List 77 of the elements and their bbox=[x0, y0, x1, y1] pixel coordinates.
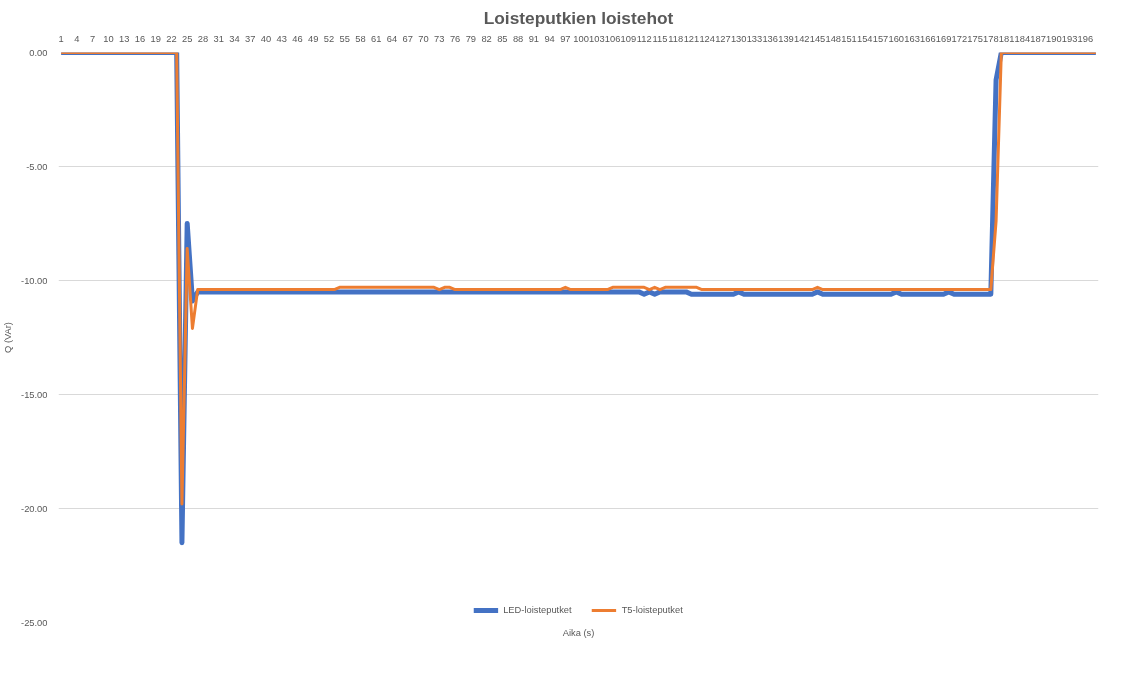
x-tick-label: 148 bbox=[825, 33, 842, 44]
x-tick-label: 22 bbox=[166, 33, 177, 44]
x-tick-label: 160 bbox=[888, 33, 905, 44]
y-tick-label: -25.00 bbox=[21, 617, 48, 628]
x-tick-label: 94 bbox=[544, 33, 555, 44]
x-tick-label: 127 bbox=[715, 33, 731, 44]
x-tick-label: 196 bbox=[1077, 33, 1094, 44]
x-tick-label: 58 bbox=[355, 33, 366, 44]
x-tick-label: 130 bbox=[730, 33, 747, 44]
x-tick-label: 49 bbox=[308, 33, 319, 44]
x-tick-label: 163 bbox=[904, 33, 920, 44]
x-tick-label: 121 bbox=[683, 33, 700, 44]
x-tick-label: 142 bbox=[793, 33, 810, 44]
x-tick-label: 136 bbox=[762, 33, 779, 44]
x-tick-label: 4 bbox=[74, 33, 80, 44]
y-tick-label: -15.00 bbox=[21, 389, 48, 400]
y-tick-label: -5.00 bbox=[26, 161, 48, 172]
x-axis-title: Aika (s) bbox=[562, 627, 595, 638]
x-tick-label: 157 bbox=[872, 33, 889, 44]
x-tick-label: 154 bbox=[856, 33, 873, 44]
x-tick-label: 145 bbox=[809, 33, 826, 44]
x-tick-label: 190 bbox=[1046, 33, 1062, 44]
x-tick-label: 139 bbox=[778, 33, 794, 44]
x-tick-label: 13 bbox=[118, 33, 130, 44]
legend-label: LED-loisteputket bbox=[503, 605, 572, 615]
x-tick-label: 1 bbox=[58, 33, 64, 44]
x-tick-label: 31 bbox=[213, 33, 224, 44]
x-tick-label: 76 bbox=[449, 33, 461, 44]
x-tick-label: 55 bbox=[339, 33, 350, 44]
y-tick-label: 0.00 bbox=[29, 47, 48, 58]
x-tick-label: 19 bbox=[150, 33, 161, 44]
y-tick-label: -20.00 bbox=[21, 503, 48, 514]
legend-label: T5-loisteputket bbox=[621, 605, 683, 615]
y-axis-title: Q (VAr) bbox=[3, 322, 14, 353]
x-tick-label: 109 bbox=[620, 33, 637, 44]
x-tick-label: 34 bbox=[229, 33, 240, 44]
x-tick-label: 97 bbox=[560, 33, 571, 44]
x-tick-label: 73 bbox=[434, 33, 445, 44]
x-tick-label: 151 bbox=[841, 33, 857, 44]
x-tick-label: 61 bbox=[371, 33, 382, 44]
x-tick-label: 181 bbox=[998, 33, 1015, 44]
x-tick-label: 25 bbox=[182, 33, 193, 44]
x-tick-label: 133 bbox=[746, 33, 763, 44]
x-tick-label: 85 bbox=[497, 33, 508, 44]
chart-title: Loisteputkien loistehot bbox=[483, 7, 674, 28]
x-tick-label: 193 bbox=[1061, 33, 1078, 44]
x-tick-label: 79 bbox=[465, 33, 477, 44]
x-tick-label: 124 bbox=[699, 33, 715, 44]
x-tick-label: 43 bbox=[276, 33, 287, 44]
x-tick-label: 118 bbox=[668, 33, 684, 44]
x-tick-label: 28 bbox=[197, 33, 209, 44]
x-tick-label: 91 bbox=[528, 33, 540, 44]
x-tick-label: 52 bbox=[323, 33, 335, 44]
x-tick-label: 46 bbox=[292, 33, 303, 44]
x-tick-label: 103 bbox=[589, 33, 605, 44]
x-tick-label: 100 bbox=[573, 33, 589, 44]
x-tick-label: 88 bbox=[512, 33, 524, 44]
x-tick-label: 166 bbox=[920, 33, 936, 44]
x-tick-label: 175 bbox=[967, 33, 983, 44]
x-tick-label: 7 bbox=[90, 33, 96, 44]
x-tick-label: 115 bbox=[652, 33, 668, 44]
x-tick-label: 37 bbox=[245, 33, 256, 44]
x-tick-label: 184 bbox=[1014, 33, 1031, 44]
x-tick-label: 172 bbox=[951, 33, 968, 44]
x-tick-label: 70 bbox=[418, 33, 429, 44]
x-tick-label: 106 bbox=[604, 33, 621, 44]
x-tick-label: 64 bbox=[386, 33, 398, 44]
x-tick-label: 187 bbox=[1030, 33, 1046, 44]
x-tick-label: 169 bbox=[935, 33, 952, 44]
x-tick-label: 67 bbox=[402, 33, 413, 44]
x-tick-label: 40 bbox=[260, 33, 272, 44]
x-tick-label: 82 bbox=[481, 33, 492, 44]
y-tick-label: -10.00 bbox=[21, 275, 48, 286]
x-tick-label: 178 bbox=[983, 33, 999, 44]
x-tick-label: 16 bbox=[134, 33, 146, 44]
x-tick-label: 10 bbox=[103, 33, 114, 44]
x-tick-label: 112 bbox=[636, 33, 652, 44]
